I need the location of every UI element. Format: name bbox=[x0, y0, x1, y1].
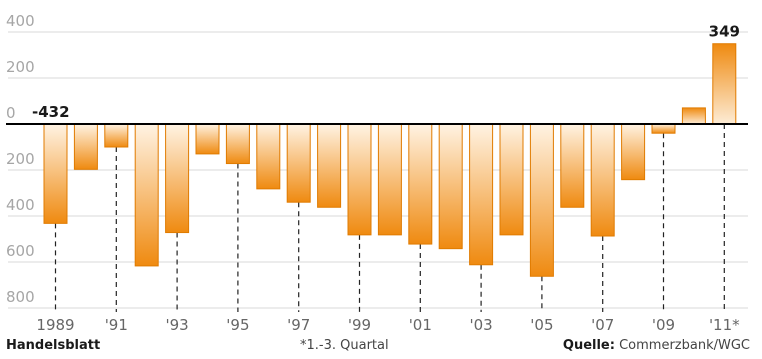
bar-2008 bbox=[621, 123, 646, 181]
bar-2005 bbox=[529, 123, 554, 277]
bar-2010 bbox=[681, 107, 706, 125]
x-tick-label: 1989 bbox=[36, 316, 74, 334]
bar-2006 bbox=[560, 123, 585, 208]
y-tick-label: 0 bbox=[6, 104, 16, 122]
x-tick-label: '11* bbox=[709, 316, 740, 334]
bar-2004 bbox=[499, 123, 524, 236]
data-label: -432 bbox=[32, 103, 70, 121]
footnote: *1.-3. Quartal bbox=[300, 338, 389, 353]
x-tick-label: '91 bbox=[105, 316, 128, 334]
x-tick-label: '01 bbox=[409, 316, 432, 334]
brand-logo: Handelsblatt bbox=[6, 338, 101, 353]
y-tick-label: 200 bbox=[6, 150, 35, 168]
x-tick-label: '03 bbox=[469, 316, 492, 334]
source-note: Quelle: Commerzbank/WGC bbox=[563, 338, 750, 353]
bar-1996 bbox=[256, 123, 281, 190]
bar-1992 bbox=[134, 123, 159, 267]
y-tick-label: 400 bbox=[6, 196, 35, 214]
bar-1994 bbox=[195, 123, 220, 155]
x-tick-label: '97 bbox=[287, 316, 310, 334]
bar-2000 bbox=[377, 123, 402, 236]
bar-1999 bbox=[347, 123, 372, 236]
bar-2003 bbox=[469, 123, 494, 266]
bar-1993 bbox=[165, 123, 190, 234]
y-tick-label: 800 bbox=[6, 288, 35, 306]
bar-1997 bbox=[286, 123, 311, 203]
bar-2007 bbox=[590, 123, 615, 237]
data-label: 349 bbox=[709, 23, 740, 41]
x-tick-label: '05 bbox=[530, 316, 553, 334]
x-tick-label: '09 bbox=[652, 316, 675, 334]
bar-2009 bbox=[651, 123, 676, 134]
bar-1995 bbox=[225, 123, 250, 165]
y-tick-label: 400 bbox=[6, 12, 35, 30]
x-tick-label: '99 bbox=[348, 316, 371, 334]
bar-2001 bbox=[408, 123, 433, 245]
bar-2002 bbox=[438, 123, 463, 250]
bar-1998 bbox=[317, 123, 342, 208]
x-tick-label: '95 bbox=[226, 316, 249, 334]
bar-1989 bbox=[43, 123, 68, 224]
bar-1991 bbox=[104, 123, 129, 148]
bar-2011 bbox=[712, 43, 737, 125]
source-value: Commerzbank/WGC bbox=[619, 338, 750, 353]
y-tick-label: 600 bbox=[6, 242, 35, 260]
bar-1990 bbox=[73, 123, 98, 170]
source-label: Quelle: bbox=[562, 338, 615, 353]
x-tick-label: '93 bbox=[165, 316, 188, 334]
x-tick-label: '07 bbox=[591, 316, 614, 334]
y-tick-label: 200 bbox=[6, 58, 35, 76]
